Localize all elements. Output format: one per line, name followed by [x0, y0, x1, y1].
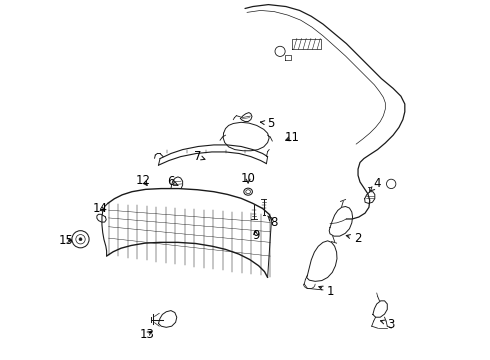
Text: 14: 14	[93, 202, 107, 215]
Text: 1: 1	[319, 285, 335, 298]
Text: 2: 2	[346, 232, 362, 245]
Text: 12: 12	[136, 174, 151, 187]
Text: 15: 15	[58, 234, 73, 247]
Text: 7: 7	[194, 150, 205, 163]
Text: 10: 10	[241, 172, 256, 185]
Text: 5: 5	[261, 117, 274, 130]
Circle shape	[79, 238, 82, 241]
Ellipse shape	[246, 190, 250, 194]
Text: 9: 9	[252, 229, 259, 242]
Ellipse shape	[244, 188, 252, 195]
Text: 4: 4	[370, 177, 381, 191]
Text: 3: 3	[381, 318, 395, 331]
Text: 11: 11	[284, 131, 299, 144]
Text: 6: 6	[167, 175, 178, 188]
Text: 8: 8	[268, 216, 278, 229]
Text: 13: 13	[139, 328, 154, 341]
